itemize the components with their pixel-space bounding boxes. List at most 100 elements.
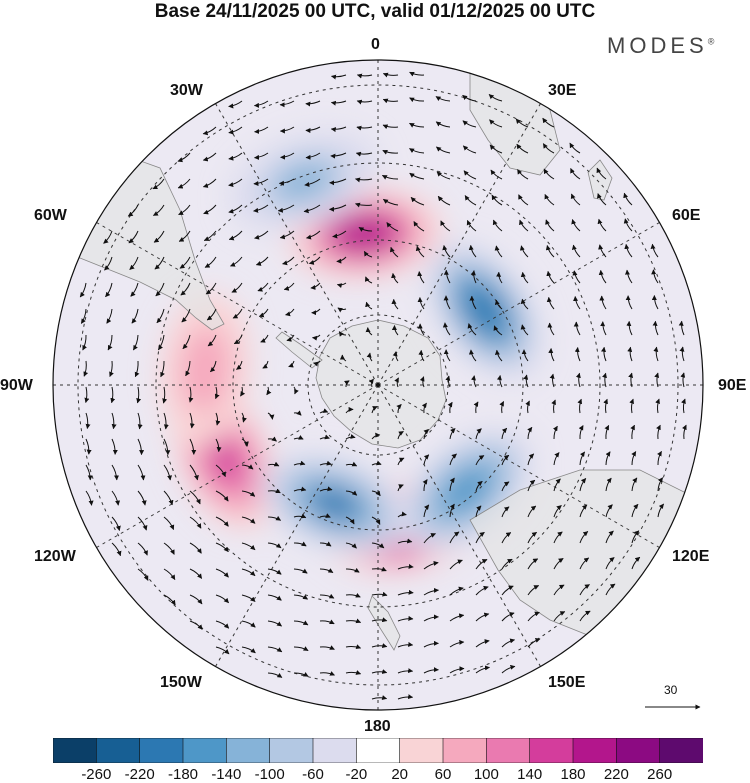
polar-map bbox=[52, 59, 704, 711]
wind-arrow bbox=[345, 516, 355, 525]
wind-arrow bbox=[417, 271, 425, 284]
wind-arrow bbox=[85, 464, 93, 481]
wind-arrow bbox=[293, 486, 307, 492]
wind-arrow bbox=[423, 504, 430, 518]
wind-arrow bbox=[382, 198, 399, 206]
wind-arrow bbox=[163, 412, 169, 430]
colorbar-swatch bbox=[226, 738, 271, 763]
wind-arrow bbox=[228, 126, 243, 135]
wind-arrow bbox=[241, 542, 256, 551]
wind-arrow bbox=[624, 269, 633, 284]
land-masses bbox=[59, 69, 703, 651]
wind-arrow bbox=[163, 438, 171, 456]
wind-arrow bbox=[319, 460, 332, 466]
wind-arrow bbox=[279, 126, 295, 134]
wind-arrow bbox=[436, 171, 451, 180]
wind-arrow bbox=[202, 178, 217, 188]
wind-arrow bbox=[678, 320, 685, 336]
wind-arrow bbox=[548, 348, 555, 362]
wind-arrow bbox=[345, 434, 356, 440]
colorbar-swatch bbox=[529, 738, 574, 763]
wind-arrow bbox=[204, 256, 217, 268]
wind-arrow bbox=[570, 193, 581, 206]
wind-arrow bbox=[449, 613, 465, 622]
wind-arrow bbox=[364, 276, 373, 284]
wind-arrow bbox=[517, 169, 529, 180]
wind-arrow bbox=[253, 204, 269, 213]
wind-arrow bbox=[293, 541, 307, 547]
wind-arrow bbox=[623, 218, 633, 232]
wind-arrow bbox=[283, 282, 295, 291]
wind-arrow bbox=[131, 308, 139, 324]
wind-arrow bbox=[267, 594, 282, 601]
colorbar-swatch bbox=[96, 738, 141, 763]
wind-arrow bbox=[413, 221, 425, 232]
wind-arrow bbox=[626, 320, 633, 336]
wind-arrow bbox=[491, 194, 503, 206]
wind-arrow bbox=[371, 432, 381, 440]
wind-arrow bbox=[386, 222, 399, 232]
wind-arrow bbox=[371, 591, 388, 597]
wind-arrow bbox=[189, 542, 202, 554]
wind-arrow bbox=[435, 96, 451, 102]
wind-arrow bbox=[423, 640, 439, 648]
wind-arrow bbox=[202, 126, 217, 136]
wind-arrow bbox=[464, 195, 477, 206]
wind-arrow bbox=[267, 646, 283, 653]
wind-arrow bbox=[462, 120, 477, 128]
wind-arrow bbox=[345, 644, 362, 649]
colorbar-swatch bbox=[312, 738, 358, 763]
wind-arrow bbox=[189, 412, 195, 429]
wind-arrow bbox=[154, 256, 165, 270]
wind-arrow bbox=[107, 334, 113, 351]
wind-arrow bbox=[409, 172, 425, 180]
wind-arrow bbox=[597, 218, 607, 232]
wind-arrow bbox=[189, 620, 203, 630]
wind-arrow bbox=[293, 620, 309, 626]
wind-arrow bbox=[654, 372, 660, 388]
graticule bbox=[53, 60, 703, 710]
wind-arrow bbox=[241, 464, 254, 470]
wind-arrow bbox=[253, 100, 269, 108]
wind-arrow bbox=[501, 481, 510, 492]
meridians bbox=[53, 60, 703, 710]
wind-arrow bbox=[551, 399, 556, 414]
colorbar-swatch bbox=[616, 738, 661, 763]
wind-arrow bbox=[109, 360, 114, 377]
wind-arrow bbox=[552, 425, 558, 440]
wind-arrow bbox=[501, 585, 514, 596]
colorbar-tick-label: 180 bbox=[560, 766, 586, 783]
wind-arrow bbox=[189, 594, 203, 605]
wind-arrow bbox=[598, 244, 607, 258]
wind-arrow bbox=[423, 428, 429, 440]
wind-arrow bbox=[475, 665, 490, 674]
wind-arrow bbox=[371, 566, 387, 572]
colorbar-swatch bbox=[442, 738, 488, 763]
wind-arrow bbox=[527, 637, 541, 648]
wind-arrow bbox=[358, 226, 373, 232]
wind-arrow bbox=[470, 270, 477, 284]
wind-arrow bbox=[657, 450, 662, 466]
colorbar-swatch bbox=[486, 738, 531, 763]
wind-arrow bbox=[85, 490, 94, 506]
wind-arrow bbox=[293, 386, 299, 395]
wind-arrow bbox=[475, 559, 488, 570]
positive-anomaly-contour bbox=[189, 343, 221, 397]
wind-arrow bbox=[631, 556, 641, 570]
colorbar-swatch bbox=[53, 738, 98, 763]
wind-arrow bbox=[499, 401, 505, 414]
wind-arrow bbox=[313, 360, 321, 367]
wind-arrow bbox=[397, 641, 414, 648]
wind-arrow bbox=[241, 516, 256, 524]
wind-arrow bbox=[519, 219, 529, 232]
wind-arrow bbox=[681, 398, 686, 414]
wind-arrow bbox=[293, 460, 306, 466]
wind-arrow bbox=[569, 142, 581, 154]
wind-arrow bbox=[449, 428, 456, 440]
reference-vector-label: 30 bbox=[664, 683, 678, 697]
wind-arrow bbox=[625, 295, 633, 310]
meridian-line bbox=[215, 384, 379, 667]
wind-arrow bbox=[624, 243, 633, 258]
wind-arrow bbox=[543, 168, 555, 180]
wind-arrow bbox=[553, 611, 566, 622]
